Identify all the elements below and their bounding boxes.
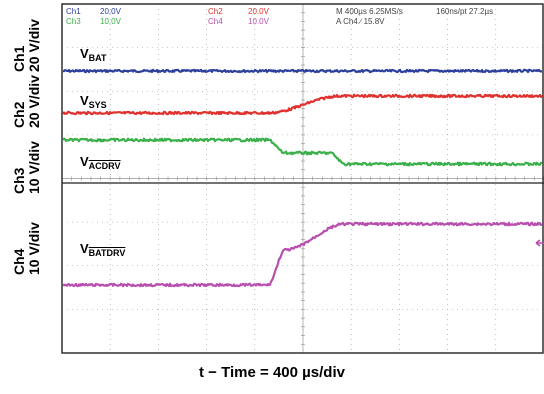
trigger-level-marker (535, 239, 544, 247)
hdr-ch2: Ch2 (208, 7, 223, 16)
vbat-main: V (80, 46, 89, 61)
ch4-label: Ch4 (11, 248, 27, 275)
ch3-axis-label: Ch3 10 V/div (11, 141, 42, 194)
hdr-ch4: Ch4 (208, 17, 223, 26)
vbatdrv-sub: BATDRV (88, 248, 126, 258)
signal-label-vbat: VBAT (80, 46, 107, 63)
vacdrv-sub: ACDRV (88, 161, 121, 171)
hdr-ch1-value: 20.0V (100, 7, 121, 16)
scope-grid (61, 3, 544, 354)
ch1-axis-label: Ch1 20 V/div (11, 19, 42, 72)
hdr-ch1: Ch1 (66, 7, 81, 16)
signal-label-vsys: VSYS (80, 93, 107, 110)
signal-label-vacdrv: VACDRV (80, 154, 121, 171)
hdr-trigger: A Ch4 ∕ 15.8V (336, 17, 385, 26)
hdr-ch2-value: 20.0V (248, 7, 269, 16)
ch4-axis-label: Ch4 10 V/div (11, 222, 42, 275)
waveform-traces (62, 68, 543, 288)
signal-label-vbatdrv: VBATDRV (80, 241, 125, 258)
ch4-batdrv-trace (62, 221, 543, 288)
ch1-vbat-trace (62, 68, 543, 74)
ch1-scale: 20 V/div (26, 19, 42, 72)
hdr-ch3-value: 10.0V (100, 17, 121, 26)
vbatdrv-main: V (80, 241, 89, 256)
ch4-scale: 10 V/div (26, 222, 42, 275)
vbat-sub: BAT (88, 53, 107, 63)
ch1-label: Ch1 (11, 45, 27, 72)
hdr-timebase: M 400µs 6.25MS/s (336, 7, 403, 16)
vsys-sub: SYS (88, 100, 107, 110)
ch2-vsys-trace (62, 93, 543, 116)
hdr-record-length: 160ns/pt 27.2µs (436, 7, 494, 16)
x-axis-label: t − Time = 400 µs/div (199, 364, 345, 381)
hdr-ch3: Ch3 (66, 17, 81, 26)
ch3-scale: 10 V/div (26, 141, 42, 194)
ch3-label: Ch3 (11, 167, 27, 194)
ch2-label: Ch2 (11, 101, 27, 128)
scope-frame (61, 3, 544, 354)
vacdrv-main: V (80, 154, 89, 169)
ch3-acdrv-trace (62, 137, 543, 167)
vsys-main: V (80, 93, 89, 108)
hdr-ch4-value: 10.0V (248, 17, 269, 26)
ch2-scale: 20 V/div (26, 75, 42, 128)
ch2-axis-label: Ch2 20 V/div (11, 75, 42, 128)
